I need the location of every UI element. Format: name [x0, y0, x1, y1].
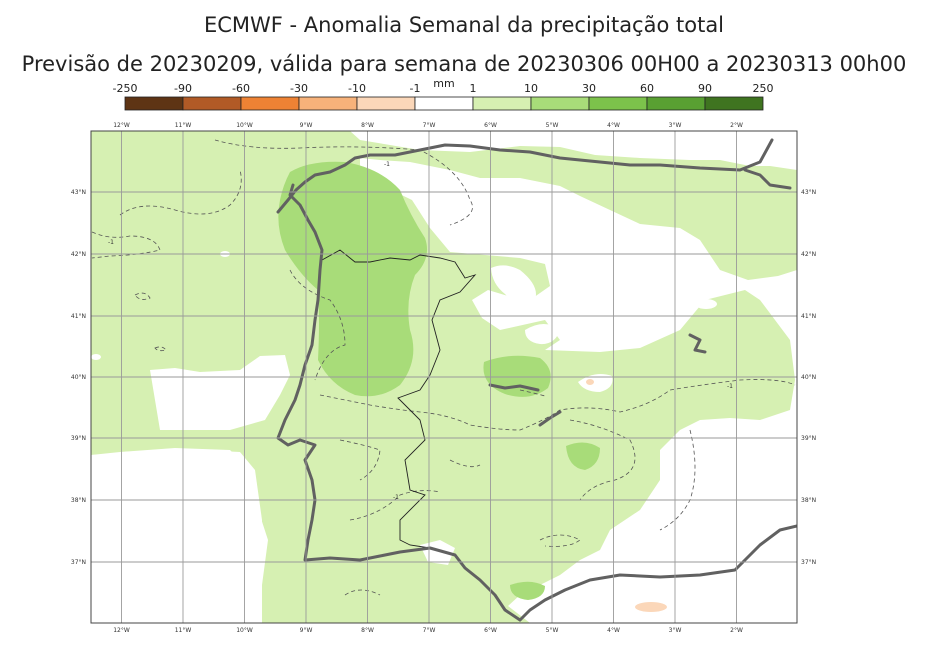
- lon-label: 6°W: [484, 627, 497, 634]
- lon-label: 3°W: [669, 627, 682, 634]
- lat-label: 43°N: [71, 189, 86, 196]
- lat-label: 40°N: [71, 374, 86, 381]
- legend-tick-label: 10: [524, 82, 538, 95]
- legend-unit: mm: [433, 77, 454, 90]
- longitude-labels: 12°W 11°W 10°W 9°W 8°W 7°W 6°W 5°W 4°W 3…: [113, 122, 743, 129]
- lon-label: 11°W: [175, 627, 192, 634]
- legend-tick-label: -90: [174, 82, 192, 95]
- lat-label: 39°N: [71, 435, 86, 442]
- latitude-labels-right: 43°N 42°N 41°N 40°N 39°N 38°N 37°N: [801, 189, 816, 566]
- legend-tick-label: 30: [582, 82, 596, 95]
- lon-label: 5°W: [546, 122, 559, 129]
- legend-tick-label: -250: [113, 82, 138, 95]
- map-frame: [90, 130, 798, 624]
- lat-label: 42°N: [801, 251, 816, 258]
- lat-label: 42°N: [71, 251, 86, 258]
- legend-tick-label: 90: [698, 82, 712, 95]
- lon-label: 10°W: [236, 122, 253, 129]
- lon-label: 12°W: [113, 627, 130, 634]
- legend-tick-label: 250: [753, 82, 774, 95]
- longitude-labels-bottom: 12°W 11°W 10°W 9°W 8°W 7°W 6°W 5°W 4°W 3…: [113, 627, 743, 634]
- lat-label: 40°N: [801, 374, 816, 381]
- lat-label: 37°N: [71, 559, 86, 566]
- lon-label: 2°W: [730, 627, 743, 634]
- chart-subtitle: Previsão de 20230209, válida para semana…: [21, 52, 907, 76]
- lat-label: 43°N: [801, 189, 816, 196]
- lon-label: 12°W: [113, 122, 130, 129]
- graticule: [91, 131, 797, 623]
- no-anomaly-region-southwest: [91, 450, 262, 623]
- lat-label: 37°N: [801, 559, 816, 566]
- color-legend: -250 -90 -60 -30 -10 -1 1 10 30 60 90 250 mm: [113, 77, 774, 111]
- lat-label: 41°N: [71, 313, 86, 320]
- lon-label: 4°W: [607, 627, 620, 634]
- lon-label: 5°W: [546, 627, 559, 634]
- lon-label: 8°W: [361, 122, 374, 129]
- legend-tick-label: 60: [640, 82, 654, 95]
- lat-label: 41°N: [801, 313, 816, 320]
- legend-tick-label: -30: [290, 82, 308, 95]
- legend-tick-label: 1: [470, 82, 477, 95]
- lon-label: 6°W: [484, 122, 497, 129]
- lon-label: 3°W: [669, 122, 682, 129]
- no-anomaly-patch: [525, 324, 560, 345]
- lon-label: 2°W: [730, 122, 743, 129]
- coastline: [276, 138, 797, 622]
- lon-label: 7°W: [423, 627, 436, 634]
- lat-label: 38°N: [71, 497, 86, 504]
- lon-label: 9°W: [300, 122, 313, 129]
- lon-label: 8°W: [361, 627, 374, 634]
- legend-swatch: [704, 96, 764, 111]
- contour-label: -1: [384, 161, 390, 168]
- lon-label: 11°W: [175, 122, 192, 129]
- chart-title: ECMWF - Anomalia Semanal da precipitação…: [203, 13, 725, 37]
- anomaly-area-mid-green: [278, 161, 428, 397]
- lat-label: 39°N: [801, 435, 816, 442]
- contour-label: -1: [108, 239, 114, 246]
- lon-label: 9°W: [300, 627, 313, 634]
- legend-tick-label: -1: [410, 82, 421, 95]
- lon-label: 4°W: [607, 122, 620, 129]
- lon-label: 7°W: [423, 122, 436, 129]
- legend-tick-label: -10: [348, 82, 366, 95]
- lon-label: 10°W: [236, 627, 253, 634]
- no-anomaly-patch: [491, 265, 536, 302]
- contour-lines: [91, 139, 796, 596]
- contour-label: -1: [727, 383, 733, 390]
- contour-label: -1: [393, 494, 399, 501]
- legend-tick-label: -60: [232, 82, 250, 95]
- border-portugal-spain: [321, 249, 477, 549]
- lat-label: 38°N: [801, 497, 816, 504]
- latitude-labels: 43°N 42°N 41°N 40°N 39°N 38°N 37°N: [71, 189, 86, 566]
